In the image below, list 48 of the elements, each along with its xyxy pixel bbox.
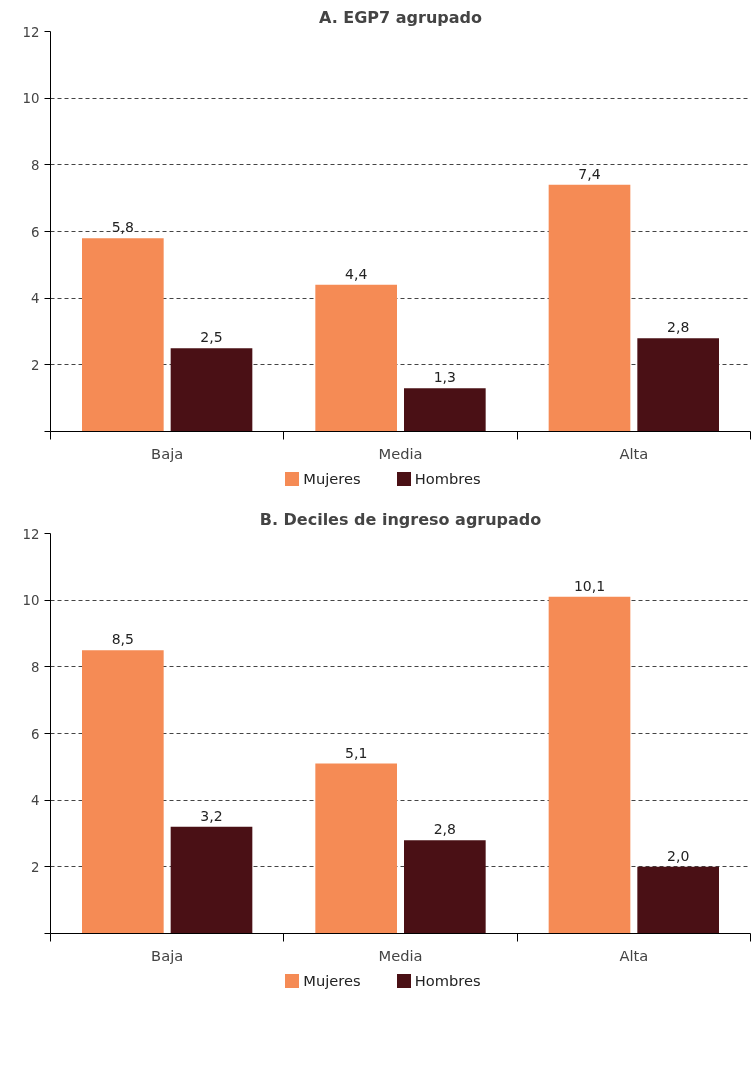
y-tick-label: 2 (31, 859, 40, 875)
y-tick-label: 10 (22, 91, 40, 107)
bar (548, 596, 631, 934)
bar (170, 826, 253, 934)
bar (404, 840, 486, 934)
data-label: 4,4 (345, 265, 368, 282)
y-tick-label: 2 (31, 357, 40, 373)
x-tick-label: Media (378, 946, 423, 964)
data-label: 8,5 (111, 631, 134, 648)
y-tick-label: 8 (31, 157, 40, 173)
y-tick-label: 4 (31, 793, 40, 809)
legend-label: Mujeres (303, 469, 361, 489)
bar (637, 866, 719, 934)
bar (404, 388, 486, 432)
data-label: 10,1 (573, 577, 606, 594)
chart-title: A. EGP7 agrupado (318, 7, 483, 27)
y-tick-label: 12 (22, 24, 40, 40)
data-label: 7,4 (578, 165, 601, 182)
legend-label: Hombres (414, 469, 481, 489)
y-tick-label: 8 (31, 659, 40, 675)
x-tick-label: Baja (151, 444, 184, 462)
bar (170, 348, 253, 432)
data-label: 3,2 (200, 807, 223, 824)
chart-title: B. Deciles de ingreso agrupado (259, 509, 542, 529)
x-tick-label: Alta (619, 946, 649, 964)
bar (82, 650, 164, 934)
x-tick-label: Media (378, 444, 423, 462)
bar (637, 338, 719, 432)
data-label: 5,8 (111, 219, 134, 236)
y-tick-label: 4 (31, 291, 40, 307)
data-label: 5,1 (345, 744, 368, 761)
bar (315, 284, 397, 432)
legend-label: Mujeres (303, 971, 361, 991)
bar (548, 184, 631, 432)
data-label: 1,3 (433, 369, 456, 386)
x-tick-label: Baja (151, 946, 184, 964)
data-label: 2,8 (667, 319, 690, 336)
y-tick-label: 10 (22, 593, 40, 609)
x-tick-label: Alta (619, 444, 649, 462)
bar (315, 763, 397, 934)
data-label: 2,0 (667, 847, 690, 864)
y-tick-label: 6 (31, 224, 40, 240)
legend-label: Hombres (414, 971, 481, 991)
bar (82, 238, 164, 432)
y-tick-label: 12 (22, 526, 40, 542)
data-label: 2,5 (200, 329, 223, 346)
data-label: 2,8 (433, 821, 456, 838)
y-tick-label: 6 (31, 726, 40, 742)
